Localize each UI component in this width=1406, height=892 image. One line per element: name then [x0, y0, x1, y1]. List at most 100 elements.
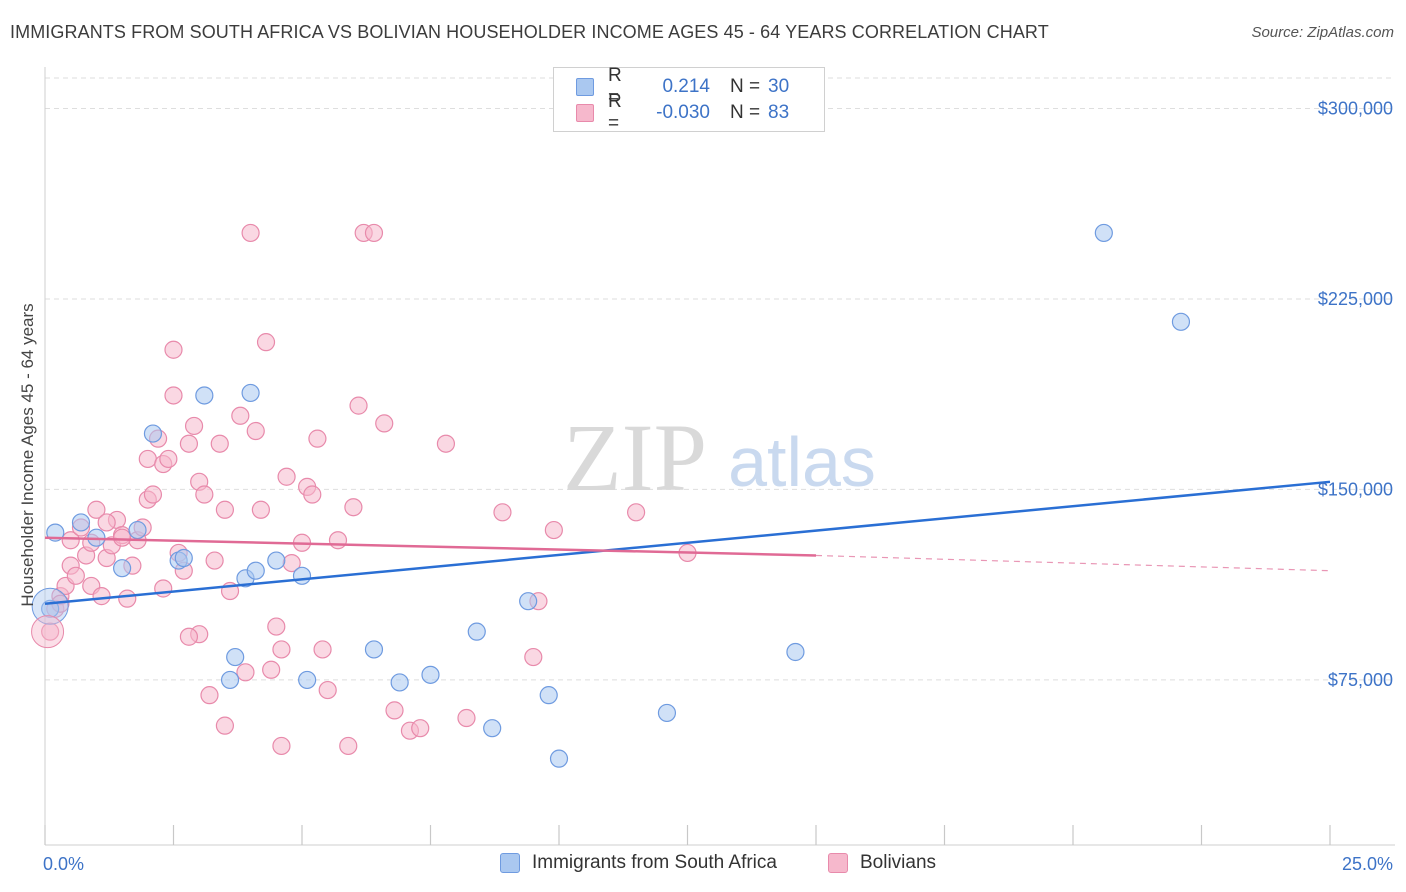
point-bolivians [272, 736, 291, 756]
trend-lines [44, 480, 1331, 605]
trend-line-bolivians [44, 536, 817, 557]
point-bolivians [200, 686, 219, 705]
series-swatch-blue [500, 853, 520, 873]
point-bolivians [231, 406, 250, 425]
point-bolivians [339, 736, 358, 756]
point-south-africa [241, 383, 260, 403]
point-bolivians [318, 680, 337, 700]
point-bolivians [61, 531, 80, 550]
point-bolivians [118, 589, 137, 608]
point-south-africa [657, 703, 677, 723]
legend-n-label: N = [730, 76, 761, 97]
point-south-africa [174, 548, 193, 568]
correlation-legend: R = 0.214 N = 30 R = -0.030 N = 83 [553, 65, 825, 134]
legend-n-value: 83 [768, 102, 790, 123]
point-bolivians [436, 434, 456, 453]
data-points [31, 223, 1191, 768]
point-bolivians [154, 579, 173, 598]
point-bolivians [112, 528, 132, 547]
point-bolivians [262, 660, 281, 679]
trend-line-south-africa [44, 480, 1331, 605]
point-south-africa [143, 424, 163, 443]
point-south-africa [390, 673, 409, 692]
point-bolivians [41, 622, 60, 641]
trend-line-bolivians-extension [815, 554, 1331, 572]
point-bolivians [493, 503, 512, 522]
x-tick-label: 0.0% [43, 854, 84, 874]
point-bolivians [308, 429, 327, 448]
point-bolivians [236, 663, 255, 682]
legend-swatch-blue [576, 78, 594, 96]
x-tick-label: 25.0% [1342, 854, 1393, 874]
point-bolivians [87, 500, 106, 519]
point-bolivians [344, 498, 363, 517]
watermark-atlas: atlas [728, 423, 876, 501]
point-bolivians [277, 467, 296, 486]
legend-swatch-pink [576, 104, 594, 122]
series-legend: Immigrants from South Africa Bolivians [0, 852, 1406, 878]
legend-row-south-africa: R = 0.214 N = 30 [576, 65, 790, 108]
point-bolivians [210, 434, 229, 453]
point-bolivians [272, 640, 291, 659]
point-south-africa [267, 551, 286, 570]
point-bolivians [97, 513, 116, 532]
point-bolivians [138, 449, 157, 469]
legend-row-bolivians: R = -0.030 N = 83 [576, 91, 790, 134]
point-bolivians [256, 333, 276, 352]
point-south-africa [298, 670, 317, 690]
point-cluster-south-africa [31, 587, 69, 625]
y-tick-label: $75,000 [1328, 670, 1393, 690]
point-bolivians [626, 503, 646, 522]
point-south-africa [226, 647, 245, 667]
point-bolivians [375, 414, 394, 433]
point-bolivians [143, 485, 163, 504]
point-south-africa [467, 622, 486, 641]
point-south-africa [786, 642, 805, 662]
point-south-africa [483, 719, 502, 738]
point-south-africa [246, 561, 265, 580]
point-bolivians [164, 386, 183, 405]
point-bolivians [411, 719, 430, 738]
axis-labels: $75,000 $150,000 $225,000 $300,000 0.0% 25.0%… [18, 98, 1393, 874]
point-south-africa [128, 520, 147, 540]
point-bolivians [159, 449, 178, 469]
point-bolivians [179, 434, 199, 453]
point-bolivians [184, 416, 204, 436]
point-bolivians [164, 340, 183, 359]
watermark-zip: ZIP [563, 404, 707, 511]
point-bolivians [303, 485, 322, 504]
y-tick-label: $150,000 [1318, 479, 1393, 499]
series-legend-label: Bolivians [860, 852, 937, 873]
point-south-africa [519, 592, 538, 611]
point-south-africa [220, 670, 240, 690]
point-bolivians [246, 421, 265, 441]
legend-r-value: -0.030 [656, 102, 710, 123]
y-tick-label: $300,000 [1318, 98, 1393, 118]
point-south-africa [539, 686, 558, 705]
point-bolivians [66, 566, 85, 585]
point-south-africa [71, 513, 91, 532]
axes [44, 67, 1395, 846]
point-south-africa [549, 749, 569, 768]
chart-title: IMMIGRANTS FROM SOUTH AFRICA VS BOLIVIAN… [10, 22, 1049, 42]
point-bolivians [544, 520, 563, 540]
series-legend-item-bolivians[interactable]: Bolivians [828, 852, 936, 874]
source-label: Source: ZipAtlas.com [1251, 24, 1394, 41]
point-bolivians [215, 716, 234, 735]
point-bolivians [179, 627, 199, 646]
point-south-africa [421, 665, 440, 684]
point-bolivians [385, 701, 404, 720]
series-swatch-pink [828, 853, 848, 873]
point-bolivians [328, 531, 348, 550]
grid-lines [45, 77, 1395, 681]
point-bolivians [313, 640, 332, 659]
legend-r-label: R = [608, 65, 622, 108]
point-bolivians [267, 617, 286, 636]
legend-n-value: 30 [768, 76, 790, 97]
point-bolivians [92, 587, 111, 606]
point-bolivians [364, 223, 384, 243]
point-bolivians [457, 708, 476, 728]
point-bolivians [251, 500, 270, 519]
series-legend-item-south-africa[interactable]: Immigrants from South Africa [500, 852, 777, 874]
legend-r-value: 0.214 [662, 76, 710, 97]
